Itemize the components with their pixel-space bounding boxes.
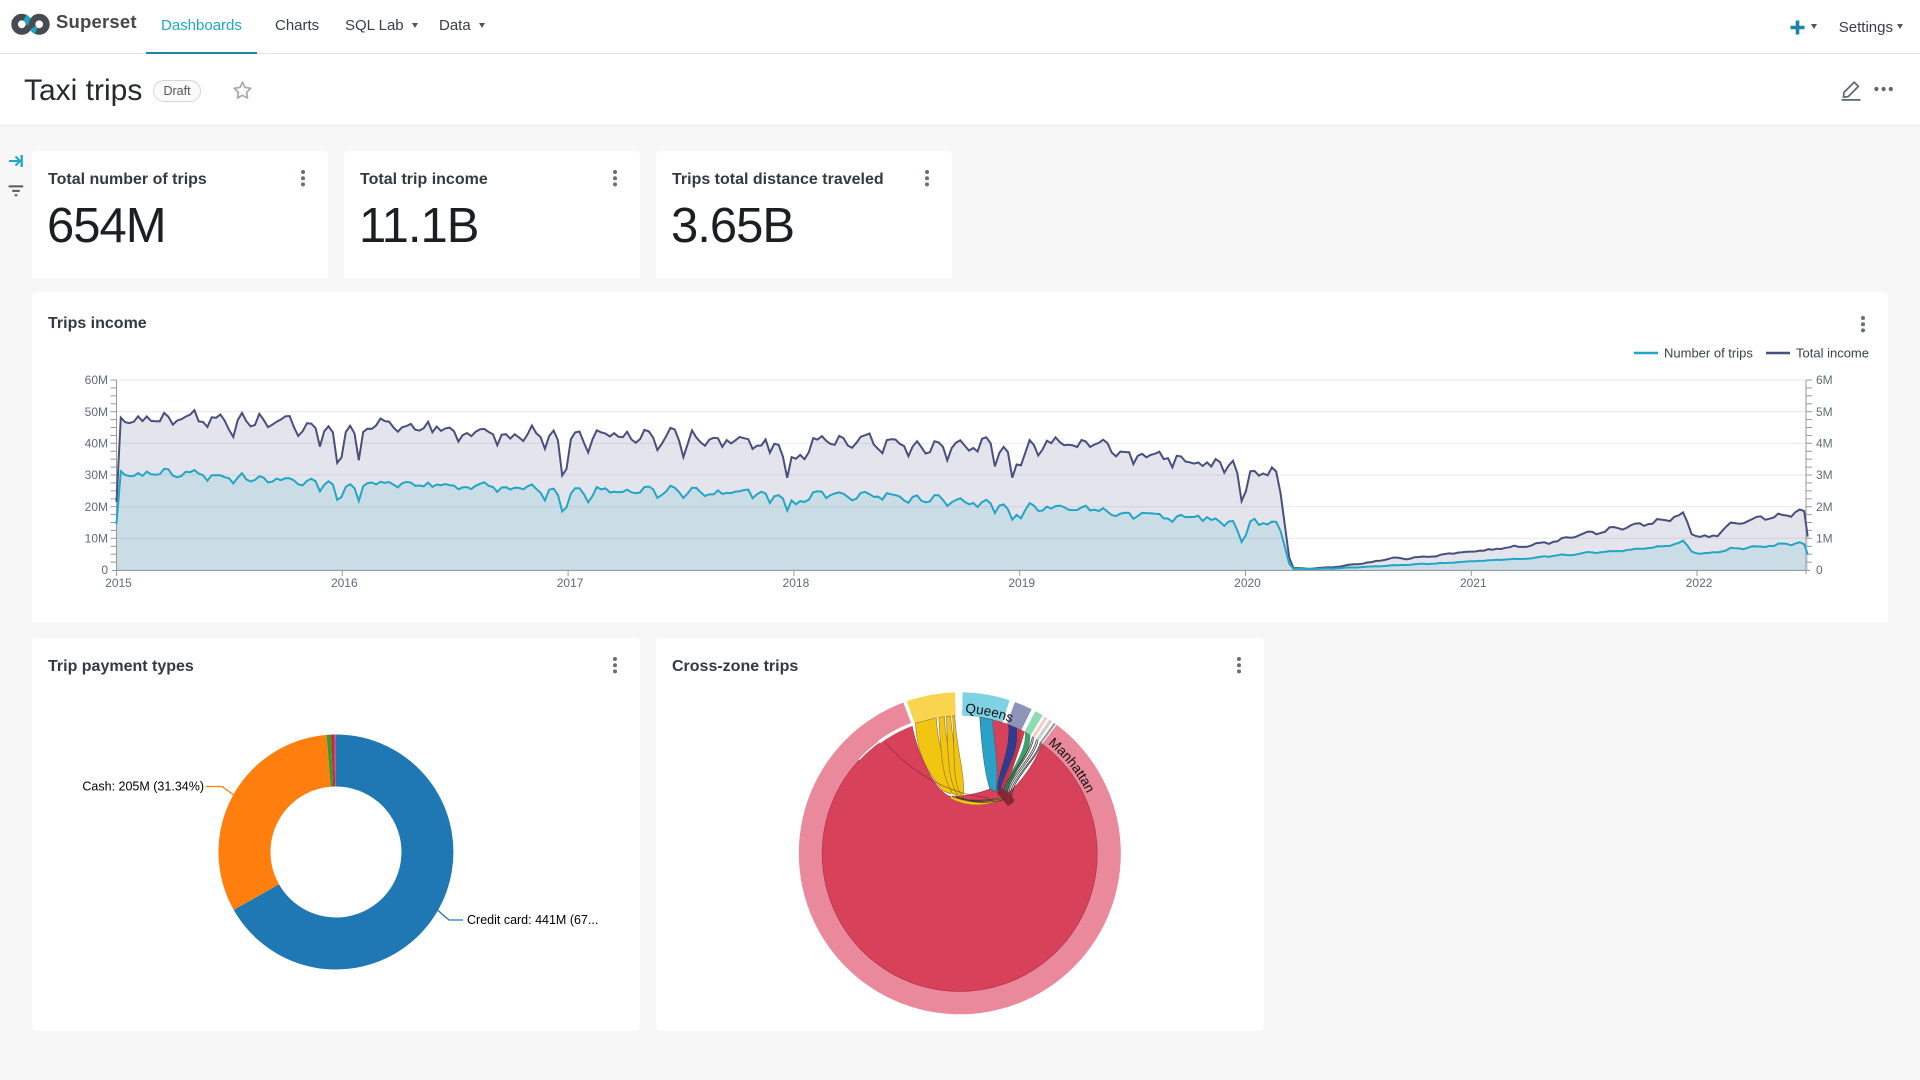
svg-text:10M: 10M bbox=[85, 532, 108, 546]
svg-text:Cash: 205M (31.34%): Cash: 205M (31.34%) bbox=[82, 780, 204, 794]
svg-text:2022: 2022 bbox=[1686, 576, 1713, 590]
svg-text:Credit card: 441M (67...: Credit card: 441M (67... bbox=[467, 913, 598, 927]
svg-text:2018: 2018 bbox=[783, 576, 810, 590]
svg-text:2017: 2017 bbox=[557, 576, 584, 590]
svg-text:4M: 4M bbox=[1816, 437, 1833, 451]
svg-text:30M: 30M bbox=[85, 468, 108, 482]
svg-text:2016: 2016 bbox=[331, 576, 358, 590]
svg-text:Number of trips: Number of trips bbox=[1664, 346, 1753, 361]
svg-text:2021: 2021 bbox=[1460, 576, 1487, 590]
svg-text:2019: 2019 bbox=[1008, 576, 1035, 590]
svg-text:50M: 50M bbox=[85, 405, 108, 419]
svg-text:0: 0 bbox=[1816, 563, 1823, 577]
svg-text:20M: 20M bbox=[85, 500, 108, 514]
svg-text:2015: 2015 bbox=[105, 576, 132, 590]
svg-text:2020: 2020 bbox=[1234, 576, 1261, 590]
svg-text:2M: 2M bbox=[1816, 500, 1833, 514]
svg-text:Total income: Total income bbox=[1796, 346, 1869, 361]
svg-text:3M: 3M bbox=[1816, 468, 1833, 482]
svg-text:0: 0 bbox=[101, 563, 108, 577]
svg-text:40M: 40M bbox=[85, 437, 108, 451]
svg-text:1M: 1M bbox=[1816, 532, 1833, 546]
svg-text:5M: 5M bbox=[1816, 405, 1833, 419]
svg-text:60M: 60M bbox=[85, 373, 108, 387]
svg-text:6M: 6M bbox=[1816, 373, 1833, 387]
